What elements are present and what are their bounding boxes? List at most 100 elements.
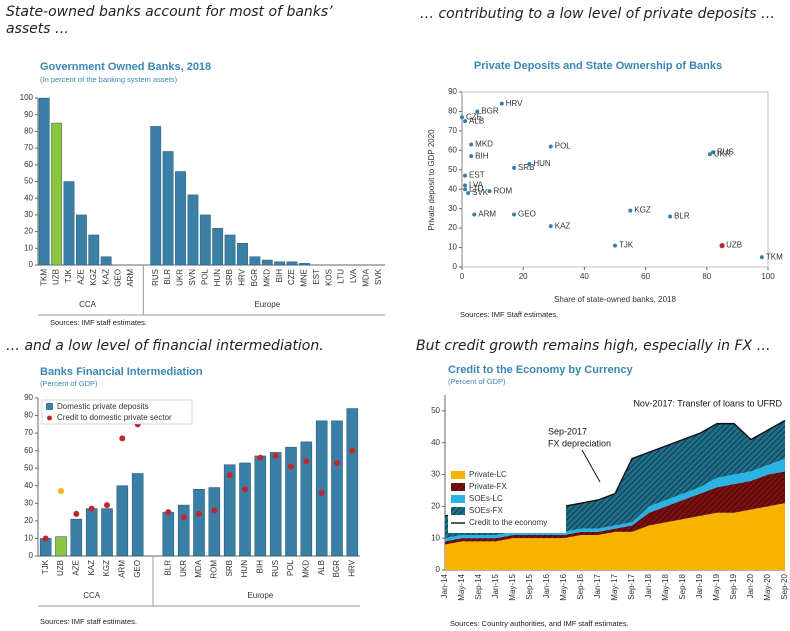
point-label: KAZ xyxy=(555,221,571,230)
dot xyxy=(334,459,340,466)
bar xyxy=(315,420,328,557)
x-tick-label: May-20 xyxy=(763,573,772,600)
y-tick-label: 70 xyxy=(24,143,33,152)
hatch xyxy=(445,471,785,545)
point xyxy=(719,243,725,249)
x-tick-label: Jan-16 xyxy=(542,573,551,598)
legend-box xyxy=(41,399,193,425)
point-label: RUS xyxy=(717,147,734,156)
x-tick-label: Sep-19 xyxy=(729,573,738,599)
annotation-box xyxy=(608,397,784,410)
x-tick-label: MDA xyxy=(194,559,203,577)
source: Sources: IMF staff estimates. xyxy=(40,617,137,626)
point-label: CZE xyxy=(466,112,482,121)
bar xyxy=(199,214,211,266)
bar xyxy=(223,464,236,557)
dot xyxy=(349,447,356,454)
annotation: FX depreciation xyxy=(548,438,611,448)
x-tick-label: KGZ xyxy=(102,560,111,577)
x-tick-label: BIH xyxy=(255,560,264,574)
dot xyxy=(42,535,49,542)
y-tick-label: 50 xyxy=(24,177,33,186)
x-tick-label: May-18 xyxy=(661,573,670,600)
y-tick-label: 60 xyxy=(448,145,457,154)
dot xyxy=(73,510,80,517)
x-tick-label: ROM xyxy=(209,560,218,579)
point xyxy=(527,161,532,166)
bar xyxy=(193,489,205,557)
x-tick-label: BGR xyxy=(250,269,259,287)
dot xyxy=(165,509,172,516)
chart-title: Banks Financial Intermediation xyxy=(40,366,203,378)
point-label: UKR xyxy=(714,149,731,158)
y-tick-label: 0 xyxy=(453,262,458,271)
y-tick-label: 20 xyxy=(24,516,33,525)
source: Sources: IMF staff estimates. xyxy=(50,318,147,327)
area xyxy=(445,503,785,570)
bar xyxy=(55,536,67,557)
point-label: BIH xyxy=(475,151,489,160)
y-tick-label: 20 xyxy=(431,501,440,510)
y-tick-label: 60 xyxy=(24,446,33,455)
group-label: Europe xyxy=(254,300,280,309)
x-tick-label: SVK xyxy=(374,268,383,285)
chart-subtitle: (Percent of GDP) xyxy=(40,379,98,388)
chart-title: Credit to the Economy by Currency xyxy=(448,364,633,376)
x-tick-label: SVN xyxy=(188,269,197,286)
x-tick-label: 80 xyxy=(702,272,711,281)
x-tick-label: May-14 xyxy=(457,573,466,600)
point-label: BGR xyxy=(481,107,499,116)
y-tick-label: 10 xyxy=(448,243,457,252)
x-tick-label: POL xyxy=(286,559,295,576)
point-label: SVK xyxy=(472,188,489,197)
point-label: GEO xyxy=(518,210,536,219)
bar xyxy=(346,408,359,557)
y-tick-label: 30 xyxy=(448,204,457,213)
x-tick-label: CZE xyxy=(287,269,296,285)
point xyxy=(463,119,468,124)
y-tick-label: 90 xyxy=(448,87,457,96)
x-tick-label: UZB xyxy=(56,560,65,576)
x-tick-label: ARM xyxy=(126,269,135,287)
y-tick-label: 20 xyxy=(448,223,457,232)
legend-label: Private-LC xyxy=(469,470,507,479)
legend-label: Credit to domestic private sector xyxy=(57,413,172,422)
point xyxy=(548,144,553,149)
group-label: Europe xyxy=(247,591,273,600)
point xyxy=(460,115,464,120)
x-tick-label: GEO xyxy=(114,269,123,287)
y-axis-label: Private deposit to GDP 2020 xyxy=(427,129,436,231)
y-tick-label: 50 xyxy=(431,406,440,415)
bar xyxy=(254,455,267,557)
dot xyxy=(180,514,187,521)
x-tick-label: UZB xyxy=(52,269,61,285)
dot xyxy=(318,489,325,496)
x-tick-label: UKR xyxy=(179,560,188,577)
x-tick-label: Jan-18 xyxy=(644,573,653,598)
bar xyxy=(175,171,186,266)
point xyxy=(463,183,468,188)
y-tick-label: 90 xyxy=(24,393,33,402)
x-tick-label: KOS xyxy=(324,269,333,286)
bar xyxy=(150,126,162,266)
point-label: TJK xyxy=(619,241,634,250)
annotation: Sep-2017 xyxy=(548,426,587,436)
annotation-arrow xyxy=(581,449,601,483)
x-tick-label: Jan-19 xyxy=(695,573,704,598)
point xyxy=(710,150,715,155)
x-tick-label: Sep-14 xyxy=(474,573,483,599)
bar xyxy=(131,473,144,557)
point-label: HRV xyxy=(506,99,523,108)
x-tick-label: Sep-16 xyxy=(576,573,585,599)
legend-swatch xyxy=(451,495,465,503)
dot xyxy=(211,507,218,514)
x-tick-label: ALB xyxy=(317,560,326,575)
x-tick-label: RUS xyxy=(151,269,160,286)
point xyxy=(472,212,477,217)
dot xyxy=(272,452,279,459)
legend-swatch xyxy=(451,471,465,479)
y-tick-label: 0 xyxy=(29,551,34,560)
bar xyxy=(101,508,113,557)
point-label: KGZ xyxy=(634,206,651,215)
